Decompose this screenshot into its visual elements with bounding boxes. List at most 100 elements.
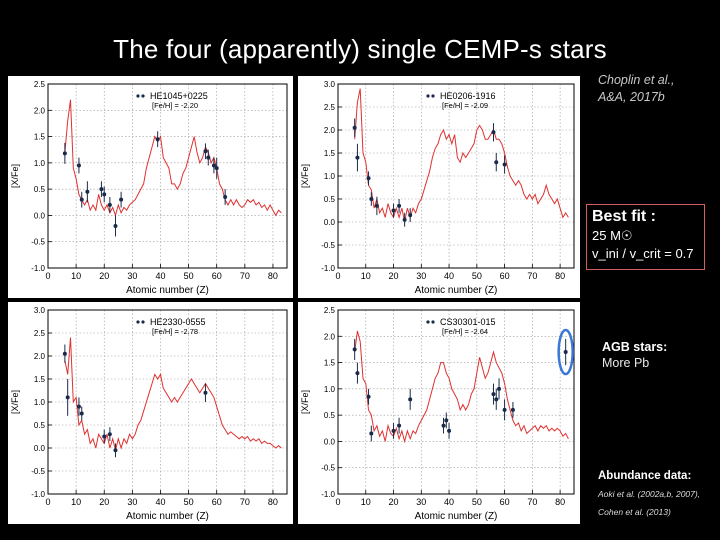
data-point xyxy=(408,397,413,402)
data-point xyxy=(203,149,208,154)
x-tick-label: 20 xyxy=(389,497,399,507)
data-point xyxy=(369,197,374,201)
chart-panel-cs30301: 0 10 20 30 40 50 60 70 80 -1.0 -0.5 0.0 0.5 1.0 1.5 2.0… xyxy=(298,302,580,524)
x-tick-label: 40 xyxy=(444,271,454,281)
data-point xyxy=(85,189,90,194)
x-tick-label: 80 xyxy=(555,497,565,507)
data-point xyxy=(79,197,84,202)
best-fit-velocity: v_ini / v_crit = 0.7 xyxy=(592,246,694,261)
legend-metallicity: [Fe/H] = -2.64 xyxy=(442,327,488,336)
y-tick-label: 2.5 xyxy=(324,306,336,315)
y-tick-label: 0.0 xyxy=(324,218,336,227)
y-tick-label: -1.0 xyxy=(31,264,45,273)
data-point xyxy=(494,397,499,402)
best-fit-heading: Best fit : xyxy=(592,208,656,225)
y-tick-label: 2.0 xyxy=(34,106,46,115)
y-tick-label: 1.5 xyxy=(324,359,336,368)
x-tick-label: 0 xyxy=(45,497,50,507)
abundance-line-1: Aoki et al. (2002a,b, 2007), xyxy=(598,489,701,499)
legend-metallicity: [Fe/H] = -2.09 xyxy=(442,101,488,110)
y-tick-label: -0.5 xyxy=(31,238,45,247)
y-tick-label: 1.0 xyxy=(34,398,46,407)
y-tick-label: 1.0 xyxy=(34,159,46,168)
legend-star-name: CS30301-015 xyxy=(440,317,496,327)
y-tick-label: -1.0 xyxy=(321,264,335,273)
best-fit-box: Best fit : 25 M☉ v_ini / v_crit = 0.7 xyxy=(586,204,705,270)
abundance-heading: Abundance data: xyxy=(598,470,692,482)
legend-star-name: HE1045+0225 xyxy=(150,91,208,101)
plot-frame xyxy=(337,309,575,495)
data-point xyxy=(79,411,84,416)
x-tick-label: 80 xyxy=(268,271,278,281)
x-tick-label: 20 xyxy=(389,271,399,281)
chart-he2330: 0 10 20 30 40 50 60 70 80 -1.0 -0.5 0.0 0.5 1.0 1.5 2.0… xyxy=(10,306,288,522)
y-tick-label: 2.5 xyxy=(324,103,336,112)
data-point xyxy=(391,428,396,433)
data-point xyxy=(99,187,104,192)
data-point xyxy=(65,395,70,400)
best-fit-mass: 25 M☉ xyxy=(592,228,633,243)
data-point xyxy=(491,130,496,135)
legend-marker xyxy=(431,320,435,324)
data-point xyxy=(206,155,211,160)
slide-title: The four (apparently) single CEMP-s star… xyxy=(113,34,607,64)
x-axis-label: Atomic number (Z) xyxy=(415,285,498,296)
data-point xyxy=(447,428,452,433)
x-tick-label: 0 xyxy=(335,497,340,507)
reference-line-1: Choplin et al., xyxy=(598,73,675,87)
x-tick-label: 70 xyxy=(240,497,250,507)
y-tick-label: 2.0 xyxy=(324,332,336,341)
x-tick-label: 50 xyxy=(184,271,194,281)
y-tick-label: -0.5 xyxy=(321,241,335,250)
y-tick-label: 0.5 xyxy=(324,195,336,204)
data-point xyxy=(355,371,360,376)
chart-panel-he0206: 0 10 20 30 40 50 60 70 80 -1.0 -0.5 0.0 0.5 1.0 1.5 2.0… xyxy=(298,76,580,298)
data-point xyxy=(76,163,81,168)
data-point xyxy=(497,386,502,391)
y-tick-label: 1.0 xyxy=(324,172,336,181)
data-point xyxy=(369,431,374,436)
data-point xyxy=(491,392,496,397)
data-point xyxy=(211,163,216,168)
legend-metallicity: [Fe/H] = -2.78 xyxy=(152,327,198,336)
x-tick-label: 0 xyxy=(335,271,340,281)
y-axis-label: [X/Fe] xyxy=(10,164,20,188)
agb-note: AGB stars: More Pb xyxy=(602,339,667,371)
model-series-line xyxy=(354,88,569,223)
reference-citation: Choplin et al., A&A, 2017b xyxy=(598,72,674,106)
x-tick-label: 60 xyxy=(500,271,510,281)
y-tick-label: 2.5 xyxy=(34,80,46,89)
x-tick-label: 60 xyxy=(212,271,222,281)
legend-marker xyxy=(141,320,145,324)
model-series-line xyxy=(64,337,282,451)
y-tick-label: 1.5 xyxy=(34,133,46,142)
chart-panel-he1045: 0 10 20 30 40 50 60 70 80 -1.0 -0.5 0.0 0.5 1.0 1.5 2.0… xyxy=(8,76,293,298)
y-tick-label: -0.5 xyxy=(31,467,45,476)
y-tick-label: 1.5 xyxy=(34,375,46,384)
x-tick-label: 10 xyxy=(71,497,81,507)
data-point xyxy=(352,347,357,352)
y-tick-label: 1.0 xyxy=(324,385,336,394)
x-tick-label: 10 xyxy=(361,271,371,281)
data-point xyxy=(397,203,402,208)
y-tick-label: 2.0 xyxy=(34,352,46,361)
model-series-line xyxy=(354,330,569,444)
data-point xyxy=(155,137,160,142)
legend-marker xyxy=(136,94,140,98)
data-point xyxy=(494,160,499,165)
abundance-line-2: Cohen et al. (2013) xyxy=(598,507,671,517)
data-point xyxy=(113,448,118,453)
data-point xyxy=(203,390,208,395)
y-axis-label: [X/Fe] xyxy=(10,390,20,414)
chart-he0206: 0 10 20 30 40 50 60 70 80 -1.0 -0.5 0.0 0.5 1.0 1.5 2.0… xyxy=(300,80,575,296)
chart-cs30301: 0 10 20 30 40 50 60 70 80 -1.0 -0.5 0.0 0.5 1.0 1.5 2.0… xyxy=(300,306,575,522)
x-tick-label: 30 xyxy=(416,497,426,507)
data-point xyxy=(76,404,81,409)
data-point xyxy=(62,151,67,156)
x-tick-label: 60 xyxy=(500,497,510,507)
data-point xyxy=(107,432,112,437)
data-point xyxy=(510,407,515,412)
legend-marker xyxy=(426,320,430,324)
legend-marker xyxy=(426,94,430,98)
y-tick-label: -0.5 xyxy=(321,464,335,473)
